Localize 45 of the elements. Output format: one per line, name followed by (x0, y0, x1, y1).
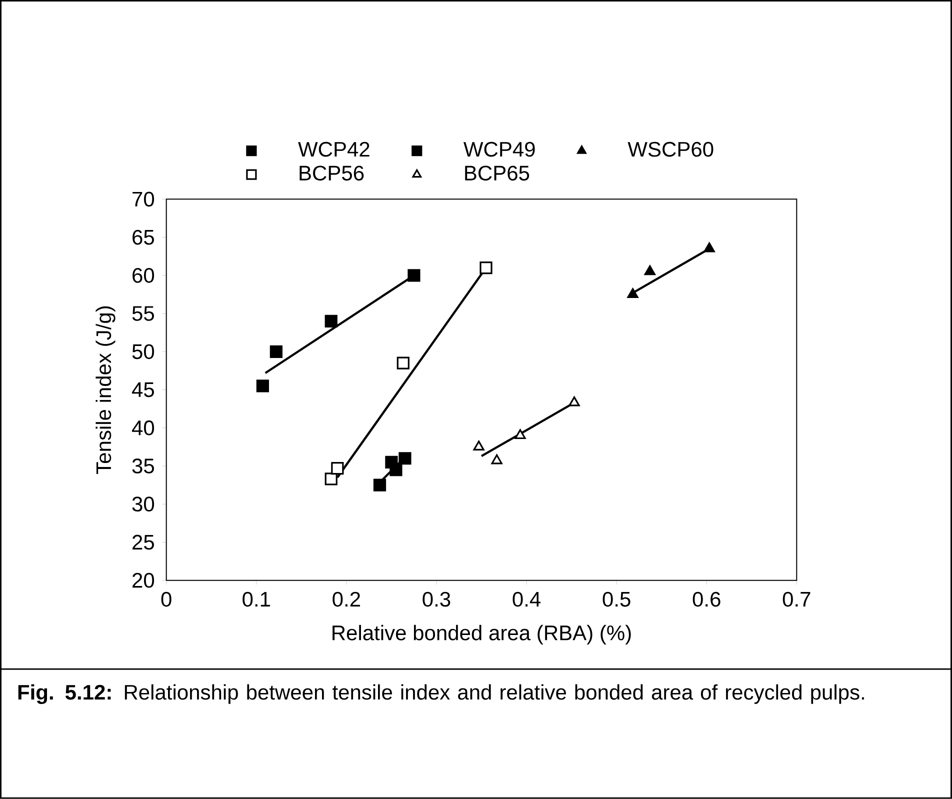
point (373, 478, 386, 492)
point (396, 356, 410, 370)
y-tick-label: 35 (132, 458, 154, 474)
x-tick-label: 0.7 (782, 592, 810, 607)
point (568, 396, 580, 406)
legend-label: BCP65 (465, 166, 530, 181)
point (390, 464, 402, 476)
point (627, 288, 638, 298)
point (514, 429, 526, 440)
point (491, 454, 502, 464)
legend-label: WSCP60 (628, 142, 714, 157)
legend-label: BCP56 (300, 166, 364, 181)
legend-label: WCP42 (298, 142, 370, 157)
y-tick-label: 65 (132, 230, 154, 245)
x-tick-label: 0.2 (332, 592, 360, 607)
y-tick-label: 45 (132, 382, 154, 398)
point (331, 462, 344, 475)
x-tick-label: 0.6 (692, 592, 720, 607)
point (256, 380, 269, 392)
point (704, 242, 715, 252)
x-tick-label: 0.1 (242, 592, 270, 607)
point (644, 265, 656, 276)
point (324, 314, 338, 328)
point (270, 345, 282, 358)
x-tick-label: 0.4 (512, 592, 541, 607)
y-tick-label: 60 (132, 268, 154, 283)
point (324, 472, 338, 486)
legend-label: WCP49 (464, 142, 535, 157)
x-tick-label: 0.5 (602, 592, 630, 607)
x-axis-title: Relative bonded area (RBA) (%) (332, 624, 631, 645)
y-tick-label: 40 (132, 420, 154, 436)
y-tick-label: 30 (132, 496, 154, 512)
y-tick-label: 55 (132, 306, 154, 321)
x-tick-label: 0 (161, 592, 172, 607)
x-tick-label: 0.3 (422, 592, 450, 607)
y-tick-label: 50 (132, 344, 154, 360)
text: Fig. 5.12: Relationship between tensile index and relative bonded area of recycled pulps. (18, 684, 864, 704)
point (473, 440, 484, 451)
y-tick-label: 70 (132, 192, 154, 207)
point (408, 269, 420, 282)
y-tick-label: 25 (132, 534, 154, 550)
point (480, 262, 492, 274)
point (398, 452, 412, 465)
y-tick-label: 20 (132, 572, 154, 588)
y-axis-title: Tensile index (J/g) (96, 306, 116, 474)
